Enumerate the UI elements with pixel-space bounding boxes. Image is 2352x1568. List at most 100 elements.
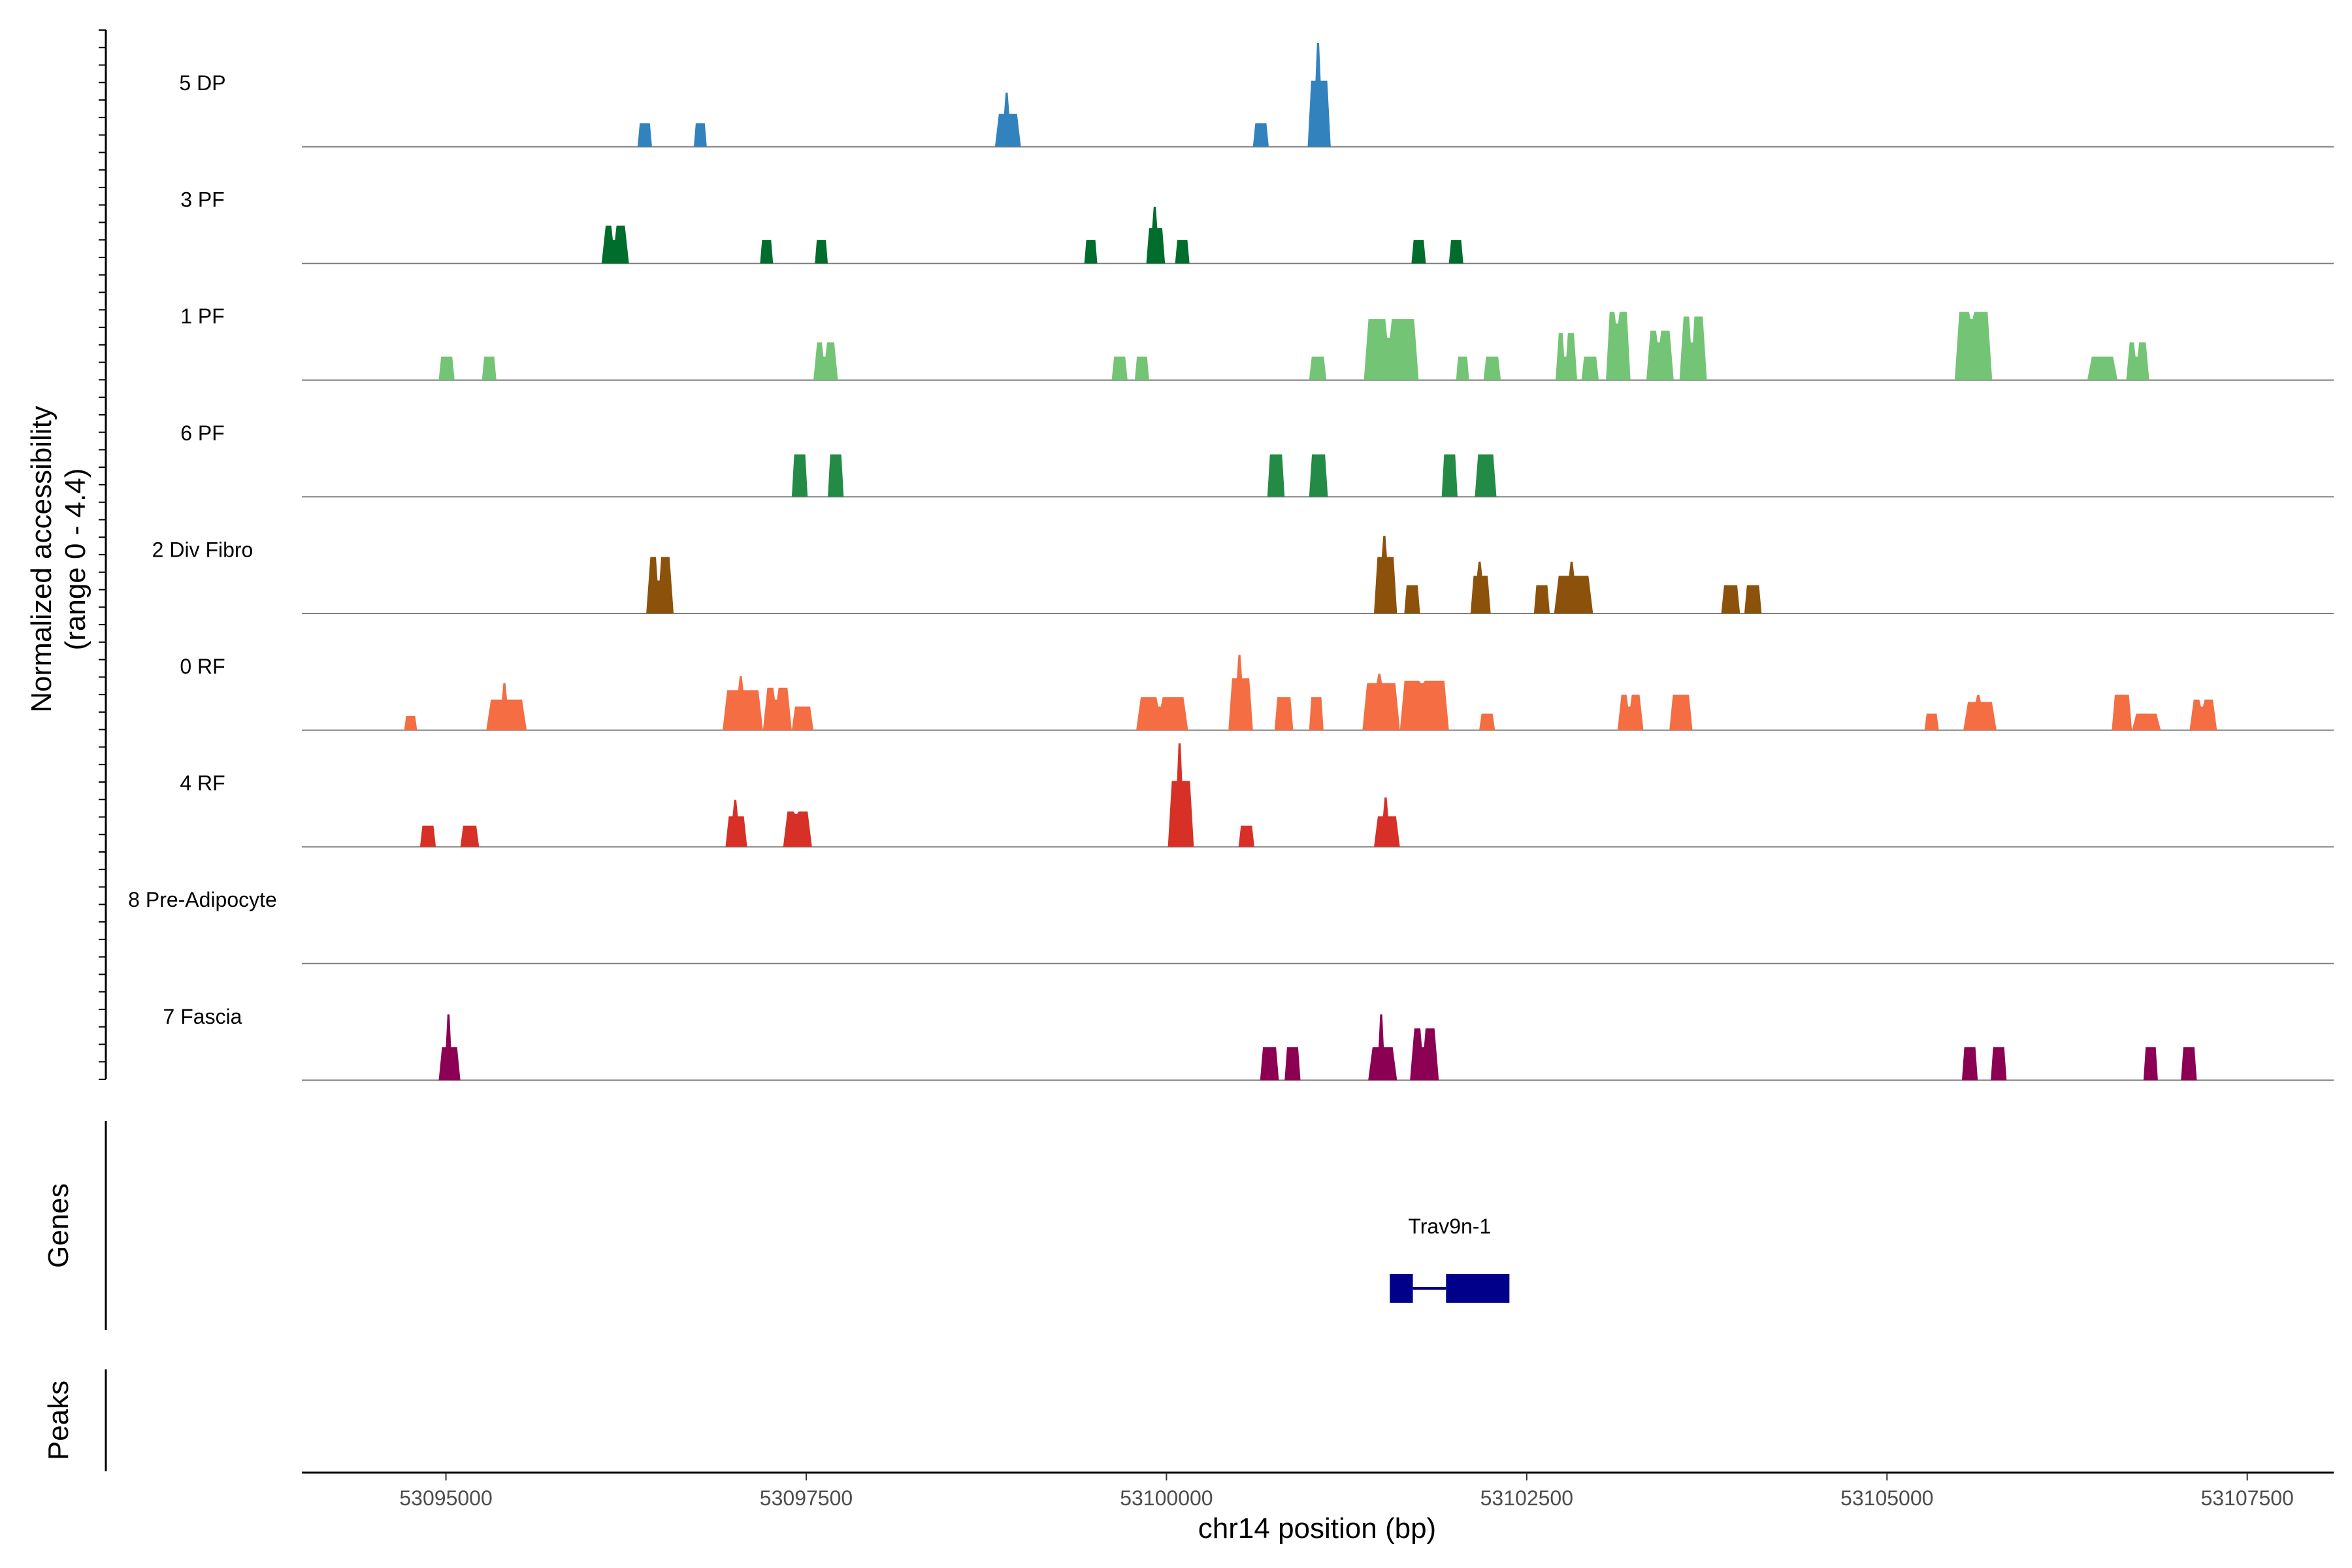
coverage-peak (2189, 699, 2217, 730)
track-label: 1 PF (180, 304, 225, 328)
coverage-peak (2126, 342, 2149, 380)
coverage-peak (404, 715, 417, 730)
coverage-peak (637, 123, 652, 147)
coverage-peak (438, 1014, 461, 1081)
x-tick-label: 53100000 (1120, 1486, 1213, 1510)
coverage-peak (1175, 240, 1190, 264)
x-tick-label: 53105000 (1840, 1486, 1933, 1510)
coverage-peak (1554, 561, 1593, 613)
track-label: 2 Div Fibro (152, 538, 253, 561)
track-8-pre-adipocyte: 8 Pre-Adipocyte (128, 888, 2334, 964)
coverage-peak (1364, 319, 1419, 380)
x-tick-label: 53102500 (1480, 1486, 1573, 1510)
coverage-peak (1448, 240, 1463, 264)
coverage-peak (725, 800, 747, 847)
coverage-peak (1533, 585, 1550, 613)
coverage-peak (1475, 454, 1497, 497)
coverage-peak (1479, 713, 1495, 730)
track-4-rf: 4 RF (180, 743, 2334, 848)
coverage-peak (693, 123, 707, 147)
coverage-peak (2181, 1047, 2197, 1081)
coverage-peak (482, 356, 497, 380)
coverage-peak (1721, 585, 1740, 613)
coverage-peak (1134, 356, 1149, 380)
coverage-peak (762, 687, 792, 730)
coverage-peak (1669, 694, 1693, 730)
coverage-peak (1581, 356, 1599, 380)
track-5-dp: 5 DP (179, 43, 2334, 148)
track-7-fascia: 7 Fascia (163, 1005, 2334, 1081)
coverage-peak (646, 557, 674, 613)
track-2-div-fibro: 2 Div Fibro (152, 536, 2334, 614)
coverage-peak (1374, 536, 1397, 613)
coverage-peak (1404, 585, 1420, 613)
track-label: 7 Fascia (163, 1005, 242, 1028)
coverage-peak (760, 240, 774, 264)
coverage-peak (601, 225, 629, 264)
coverage-peak (1961, 1047, 1978, 1081)
coverage-peak (791, 706, 814, 730)
coverage-peak (460, 825, 480, 847)
coverage-peak (2143, 1047, 2158, 1081)
coverage-peak (438, 356, 455, 380)
coverage-peak (1744, 585, 1762, 613)
track-label: 5 DP (179, 71, 225, 95)
gene-trav9n-1: Trav9n-1 (1390, 1215, 1510, 1303)
coverage-peak (1146, 206, 1166, 264)
coverage-peak (783, 811, 812, 847)
coverage-peak (1411, 240, 1426, 264)
coverage-peak (1274, 697, 1294, 730)
coverage-y-axis-title-line1: Normalized accessibility (25, 406, 57, 712)
coverage-peak (1136, 697, 1188, 730)
coverage-peak (1924, 713, 1939, 730)
coverage-peak (1307, 43, 1331, 147)
coverage-peak (1470, 561, 1491, 613)
coverage-peak (1084, 240, 1098, 264)
coverage-peak (1555, 333, 1578, 380)
track-label: 8 Pre-Adipocyte (128, 888, 277, 911)
coverage-peak (1410, 1028, 1439, 1081)
coverage-peak (813, 342, 838, 380)
gene-exon (1446, 1274, 1510, 1303)
coverage-y-ticks (99, 29, 106, 1080)
coverage-peak (1260, 1047, 1279, 1081)
coverage-peak (2132, 713, 2161, 730)
track-1-pf: 1 PF (180, 304, 2334, 381)
coverage-peak (1483, 356, 1501, 380)
coverage-peak (1456, 356, 1469, 380)
gene-label: Trav9n-1 (1408, 1215, 1491, 1238)
coverage-y-axis-title-line2: (range 0 - 4.4) (59, 468, 91, 651)
x-axis-ticks: 53095000 53097500 53100000 53102500 53105000… (399, 1473, 2294, 1510)
coverage-peak (994, 92, 1021, 147)
coverage-peak (1679, 316, 1707, 380)
coverage-peak (486, 683, 527, 730)
coverage-peak (723, 676, 763, 730)
coverage-peak (1111, 356, 1128, 380)
gene-annotations: Trav9n-1 (1390, 1215, 1510, 1303)
coverage-peak (1168, 743, 1194, 847)
coverage-peak (1252, 123, 1269, 147)
coverage-peak (1617, 694, 1644, 730)
x-tick-label: 53097500 (760, 1486, 853, 1510)
coverage-peak (1374, 797, 1400, 847)
coverage-peak (1309, 454, 1328, 497)
track-3-pf: 3 PF (180, 188, 2334, 265)
coverage-peak (1963, 694, 1997, 730)
coverage-peak (1606, 312, 1631, 380)
track-label: 6 PF (180, 421, 225, 445)
coverage-peak (1309, 356, 1327, 380)
coverage-peak (1309, 697, 1324, 730)
x-tick-label: 53107500 (2200, 1486, 2293, 1510)
coverage-peak (2112, 694, 2132, 730)
coverage-peak (1228, 655, 1253, 730)
coverage-peak (419, 825, 436, 847)
coverage-peak (1267, 454, 1285, 497)
coverage-peak (1399, 680, 1449, 730)
coverage-peak (1284, 1047, 1301, 1081)
track-0-rf: 0 RF (180, 655, 2334, 731)
coverage-peak (1441, 454, 1458, 497)
coverage-tracks: 5 DP 3 PF 1 PF 6 PF 2 Div Fibro 0 RF 4 RF 8 Pre… (128, 43, 2334, 1081)
coverage-peak (815, 240, 828, 264)
coverage-peak (791, 454, 808, 497)
